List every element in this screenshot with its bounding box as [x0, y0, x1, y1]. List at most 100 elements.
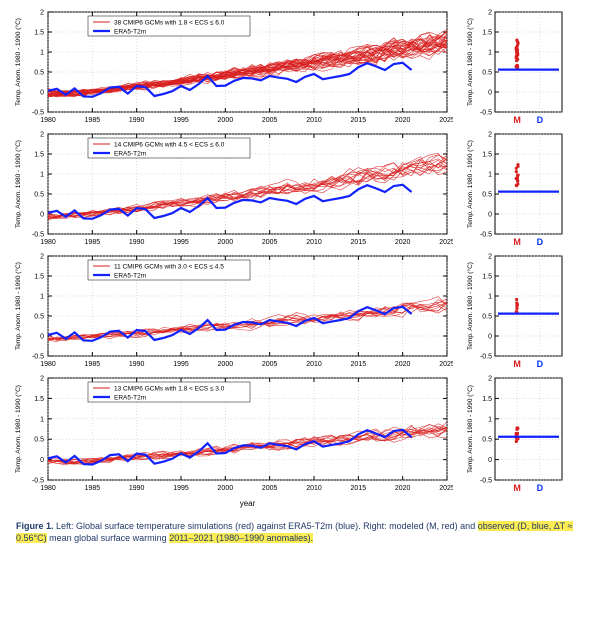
svg-text:1: 1 [488, 416, 492, 423]
caption-body: Left: Global surface temperature simulat… [54, 521, 478, 531]
svg-text:1: 1 [40, 416, 44, 423]
svg-text:1990: 1990 [129, 361, 145, 368]
svg-text:1980: 1980 [40, 485, 56, 492]
svg-text:1.5: 1.5 [34, 30, 44, 37]
svg-text:year: year [240, 499, 256, 508]
svg-text:0: 0 [40, 334, 44, 341]
svg-text:2010: 2010 [306, 485, 322, 492]
svg-text:0.5: 0.5 [482, 437, 492, 444]
svg-text:M: M [513, 359, 521, 369]
panel-right-3: -0.500.511.52MDTemp. Anom. 1980 - 1990 (… [463, 374, 568, 510]
svg-text:2: 2 [40, 10, 44, 17]
svg-text:ERA5-T2m: ERA5-T2m [114, 29, 146, 36]
svg-text:1.5: 1.5 [482, 396, 492, 403]
svg-text:2025: 2025 [439, 485, 453, 492]
svg-text:2015: 2015 [351, 485, 367, 492]
figure-number: Figure 1. [16, 521, 54, 531]
svg-text:0: 0 [40, 90, 44, 97]
svg-text:1995: 1995 [173, 485, 189, 492]
svg-text:1985: 1985 [85, 117, 101, 124]
svg-text:Temp. Anom. 1980 - 1990 (°C): Temp. Anom. 1980 - 1990 (°C) [466, 262, 474, 350]
svg-text:2: 2 [488, 376, 492, 383]
svg-text:0: 0 [488, 334, 492, 341]
panel-left-1: -0.500.511.52198019851990199520002005201… [8, 130, 453, 248]
svg-text:-0.5: -0.5 [480, 354, 492, 361]
svg-text:-0.5: -0.5 [32, 478, 44, 485]
svg-text:1.5: 1.5 [482, 30, 492, 37]
svg-text:M: M [513, 115, 521, 125]
svg-text:1.5: 1.5 [482, 152, 492, 159]
svg-text:1.5: 1.5 [34, 274, 44, 281]
svg-text:2025: 2025 [439, 239, 453, 246]
figure-grid: -0.500.511.52198019851990199520002005201… [8, 8, 592, 510]
svg-text:1980: 1980 [40, 239, 56, 246]
panel-right-2: -0.500.511.52MDTemp. Anom. 1980 - 1990 (… [463, 252, 568, 370]
svg-text:14 CMIP6 GCMs with 4.5 < ECS ≤: 14 CMIP6 GCMs with 4.5 < ECS ≤ 6.0 [114, 142, 225, 149]
svg-text:2020: 2020 [395, 239, 411, 246]
svg-text:2005: 2005 [262, 117, 278, 124]
svg-text:2020: 2020 [395, 117, 411, 124]
svg-text:0.5: 0.5 [482, 70, 492, 77]
svg-text:1: 1 [40, 172, 44, 179]
svg-text:1990: 1990 [129, 239, 145, 246]
svg-text:2000: 2000 [218, 117, 234, 124]
svg-text:1: 1 [40, 50, 44, 57]
panel-right-1: -0.500.511.52MDTemp. Anom. 1980 - 1990 (… [463, 130, 568, 248]
svg-text:ERA5-T2m: ERA5-T2m [114, 151, 146, 158]
svg-text:11 CMIP6 GCMs with 3.0 < ECS ≤: 11 CMIP6 GCMs with 3.0 < ECS ≤ 4.5 [114, 264, 224, 271]
svg-text:0.5: 0.5 [34, 70, 44, 77]
svg-text:Temp. Anom. 1980 - 1990 (°C): Temp. Anom. 1980 - 1990 (°C) [466, 140, 474, 228]
svg-text:2020: 2020 [395, 485, 411, 492]
svg-text:1.5: 1.5 [482, 274, 492, 281]
svg-text:1990: 1990 [129, 117, 145, 124]
svg-text:0.5: 0.5 [482, 314, 492, 321]
svg-text:0.5: 0.5 [482, 192, 492, 199]
svg-text:2: 2 [488, 10, 492, 17]
svg-text:0.5: 0.5 [34, 192, 44, 199]
svg-text:2: 2 [40, 132, 44, 139]
svg-text:2010: 2010 [306, 361, 322, 368]
svg-text:1.5: 1.5 [34, 152, 44, 159]
svg-text:38 CMIP6 GCMs with 1.8 < ECS ≤: 38 CMIP6 GCMs with 1.8 < ECS ≤ 6.0 [114, 20, 225, 27]
svg-text:M: M [513, 237, 521, 247]
svg-text:2015: 2015 [351, 361, 367, 368]
svg-text:ERA5-T2m: ERA5-T2m [114, 273, 146, 280]
svg-text:1995: 1995 [173, 117, 189, 124]
svg-text:0: 0 [488, 212, 492, 219]
panel-left-3: -0.500.511.52198019851990199520002005201… [8, 374, 453, 510]
svg-text:-0.5: -0.5 [32, 354, 44, 361]
svg-text:D: D [537, 359, 544, 369]
svg-text:1980: 1980 [40, 361, 56, 368]
panel-left-0: -0.5 0 0.5 1 1.5 2 1980 1985 1990 1995 2000 2005 201… [8, 8, 453, 126]
caption-tail: mean global surface warming [47, 533, 170, 543]
svg-text:D: D [537, 115, 544, 125]
svg-text:0: 0 [488, 90, 492, 97]
svg-text:2000: 2000 [218, 361, 234, 368]
svg-text:-0.5: -0.5 [32, 110, 44, 117]
svg-text:1: 1 [488, 294, 492, 301]
svg-text:0.5: 0.5 [34, 437, 44, 444]
svg-text:1990: 1990 [129, 485, 145, 492]
svg-text:-0.5: -0.5 [480, 110, 492, 117]
panel-left-2: -0.500.511.52198019851990199520002005201… [8, 252, 453, 370]
figure-caption: Figure 1. Left: Global surface temperatu… [8, 520, 592, 548]
svg-text:0.5: 0.5 [34, 314, 44, 321]
svg-text:2: 2 [40, 376, 44, 383]
svg-text:2010: 2010 [306, 117, 322, 124]
svg-text:1985: 1985 [85, 361, 101, 368]
svg-text:Temp. Anom. 1980 - 1990 (°C): Temp. Anom. 1980 - 1990 (°C) [466, 18, 474, 106]
svg-text:Temp. Anom. 1980 - 1990 (°C): Temp. Anom. 1980 - 1990 (°C) [466, 385, 474, 473]
svg-text:1980: 1980 [40, 117, 56, 124]
svg-text:1: 1 [40, 294, 44, 301]
svg-text:D: D [537, 483, 544, 493]
svg-text:0: 0 [40, 212, 44, 219]
svg-text:2000: 2000 [218, 239, 234, 246]
svg-text:1: 1 [488, 50, 492, 57]
svg-text:2010: 2010 [306, 239, 322, 246]
svg-text:1985: 1985 [85, 485, 101, 492]
svg-text:2000: 2000 [218, 485, 234, 492]
svg-text:Temp. Anom. 1980 - 1990 (°C): Temp. Anom. 1980 - 1990 (°C) [14, 262, 22, 350]
svg-text:2005: 2005 [262, 485, 278, 492]
caption-highlight-2: 2011–2021 (1980–1990 anomalies). [169, 533, 313, 543]
svg-text:-0.5: -0.5 [480, 232, 492, 239]
